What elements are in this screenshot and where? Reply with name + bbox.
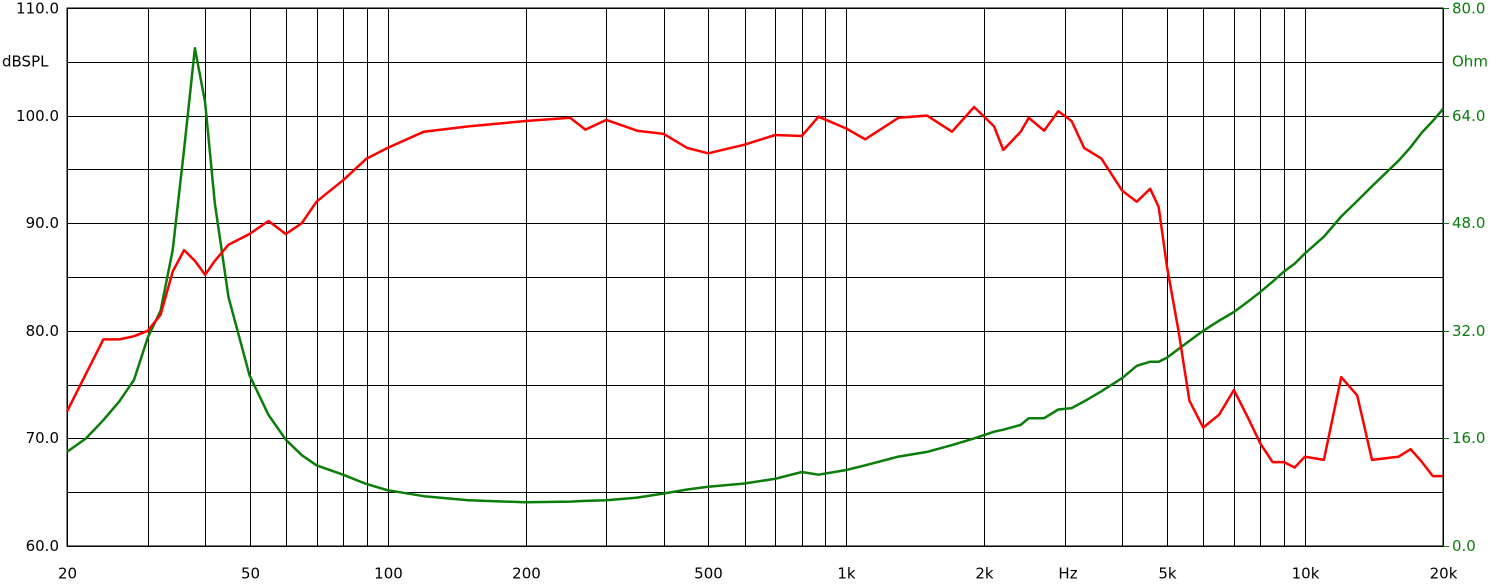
y-tick-label: 90.0 xyxy=(26,214,59,232)
y-tick-label: 60.0 xyxy=(26,537,59,555)
y2-tick-label: 0.0 xyxy=(1452,537,1476,555)
x-tick-label: 100 xyxy=(374,565,403,583)
grid xyxy=(67,8,1444,547)
data-line xyxy=(66,47,1444,504)
y-tick-label: 100.0 xyxy=(16,107,59,125)
y2-tick-label: 32.0 xyxy=(1452,322,1485,340)
y2-tick-label: 16.0 xyxy=(1452,429,1485,447)
data-line xyxy=(65,105,1443,478)
x-tick-label: 20 xyxy=(58,565,77,583)
x-tick-label: 10k xyxy=(1292,565,1320,583)
y-tick-label: 110.0 xyxy=(16,0,59,18)
y-axis-label: dBSPL xyxy=(2,53,49,71)
x-tick-label: 1k xyxy=(837,565,856,583)
x-tick-label: 5k xyxy=(1158,565,1177,583)
x-axis-label: Hz xyxy=(1058,565,1077,583)
x-tick-label: 2k xyxy=(975,565,994,583)
y2-tick-label: 48.0 xyxy=(1452,214,1485,232)
y2-tick-label: 64.0 xyxy=(1452,107,1485,125)
plot-frame xyxy=(66,7,1444,547)
x-tick-label: 20k xyxy=(1430,565,1458,583)
x-tick-label: 500 xyxy=(694,565,723,583)
x-tick-label: 50 xyxy=(241,565,260,583)
y2-axis-label: Ohm xyxy=(1452,53,1488,71)
x-tick-label: 200 xyxy=(512,565,541,583)
y-tick-label: 80.0 xyxy=(26,322,59,340)
y2-tick-label: 80.0 xyxy=(1452,0,1485,18)
y-tick-label: 70.0 xyxy=(26,429,59,447)
